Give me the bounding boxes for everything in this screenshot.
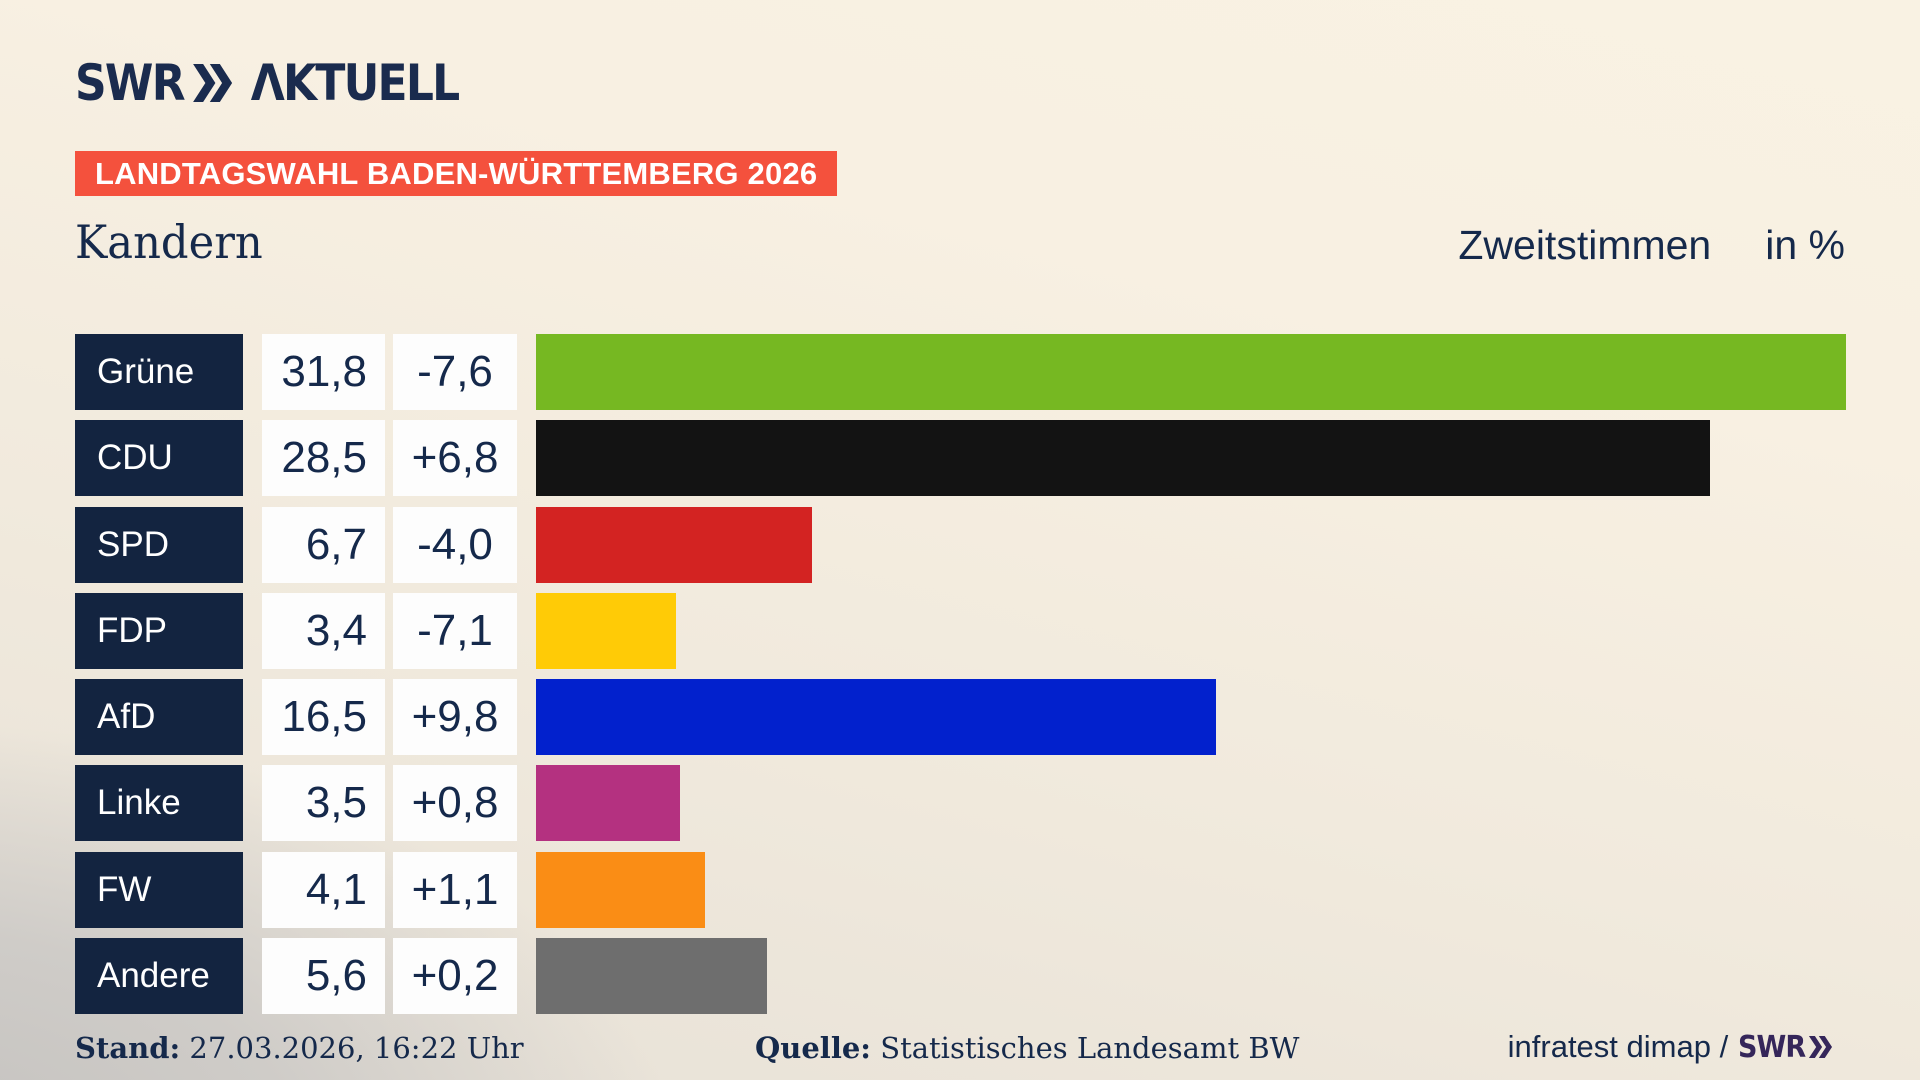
table-row: FW 4,1 +1,1 xyxy=(75,851,1920,928)
results-chart: Grüne 31,8 -7,6 CDU 28,5 +6,8 SPD 6,7 -4… xyxy=(75,334,1920,1015)
value-change: +6,8 xyxy=(393,420,517,497)
source-label: Quelle: xyxy=(755,1031,871,1065)
bar-track xyxy=(536,506,1920,583)
result-bar xyxy=(536,679,1216,756)
bar-track xyxy=(536,592,1920,669)
title-badge: LANDTAGSWAHL BADEN-WÜRTTEMBERG 2026 xyxy=(75,151,838,196)
table-row: Andere 5,6 +0,2 xyxy=(75,938,1920,1015)
value-percent: 3,5 xyxy=(262,765,385,842)
table-row: CDU 28,5 +6,8 xyxy=(75,420,1920,497)
party-label: Linke xyxy=(75,765,243,842)
value-percent: 6,7 xyxy=(262,506,385,583)
source-value: Statistisches Landesamt BW xyxy=(871,1031,1300,1065)
table-row: Grüne 31,8 -7,6 xyxy=(75,334,1920,410)
table-row: AfD 16,5 +9,8 xyxy=(75,679,1920,756)
bar-track xyxy=(536,851,1920,928)
logo-aktuell-text: ΛKTUELL xyxy=(250,54,460,112)
value-change: -7,1 xyxy=(393,592,517,669)
credit-swr-brand: SWR xyxy=(1738,1030,1834,1065)
value-change: -4,0 xyxy=(393,506,517,583)
value-change: +1,1 xyxy=(393,851,517,928)
swr-aktuell-logo: SWR ΛKTUELL xyxy=(75,54,460,112)
stand-label: Stand: xyxy=(75,1031,181,1065)
bar-track xyxy=(536,420,1920,497)
credit-swr-text: SWR xyxy=(1738,1029,1806,1065)
value-percent: 4,1 xyxy=(262,851,385,928)
table-row: Linke 3,5 +0,8 xyxy=(75,765,1920,842)
measure-unit: in % xyxy=(1765,222,1845,268)
credit-swr-chevrons-icon xyxy=(1808,1036,1833,1058)
swr-chevrons-icon xyxy=(192,64,232,102)
value-percent: 28,5 xyxy=(262,420,385,497)
value-percent: 16,5 xyxy=(262,679,385,756)
result-bar xyxy=(536,592,677,669)
credit-note: infratest dimap / SWR xyxy=(1508,1029,1845,1065)
measure-title: Zweitstimmen in % xyxy=(1458,222,1845,269)
result-bar xyxy=(536,851,705,928)
party-label: Grüne xyxy=(75,334,243,410)
table-row: SPD 6,7 -4,0 xyxy=(75,506,1920,583)
result-bar xyxy=(536,506,812,583)
result-bar xyxy=(536,334,1846,410)
bar-track xyxy=(536,765,1920,842)
result-bar xyxy=(536,420,1710,497)
result-bar xyxy=(536,765,681,842)
result-bar xyxy=(536,938,767,1015)
bar-track xyxy=(536,679,1920,756)
bar-track xyxy=(536,334,1920,410)
table-row: FDP 3,4 -7,1 xyxy=(75,592,1920,669)
party-label: FDP xyxy=(75,592,243,669)
party-label: SPD xyxy=(75,506,243,583)
stand-value: 27.03.2026, 16:22 Uhr xyxy=(180,1031,524,1065)
value-percent: 5,6 xyxy=(262,938,385,1015)
measure-name: Zweitstimmen xyxy=(1458,222,1712,268)
party-label: CDU xyxy=(75,420,243,497)
value-change: +9,8 xyxy=(393,679,517,756)
value-change: +0,2 xyxy=(393,938,517,1015)
value-percent: 3,4 xyxy=(262,592,385,669)
value-percent: 31,8 xyxy=(262,334,385,410)
party-label: Andere xyxy=(75,938,243,1015)
value-change: -7,6 xyxy=(393,334,517,410)
bar-track xyxy=(536,938,1920,1015)
municipality-title: Kandern xyxy=(75,215,263,269)
stand-timestamp: Stand: 27.03.2026, 16:22 Uhr xyxy=(75,1031,524,1065)
logo-swr-text: SWR xyxy=(75,54,186,112)
value-change: +0,8 xyxy=(393,765,517,842)
source-note: Quelle: Statistisches Landesamt BW xyxy=(755,1031,1299,1065)
party-label: AfD xyxy=(75,679,243,756)
credit-text: infratest dimap / xyxy=(1507,1029,1729,1064)
party-label: FW xyxy=(75,851,243,928)
